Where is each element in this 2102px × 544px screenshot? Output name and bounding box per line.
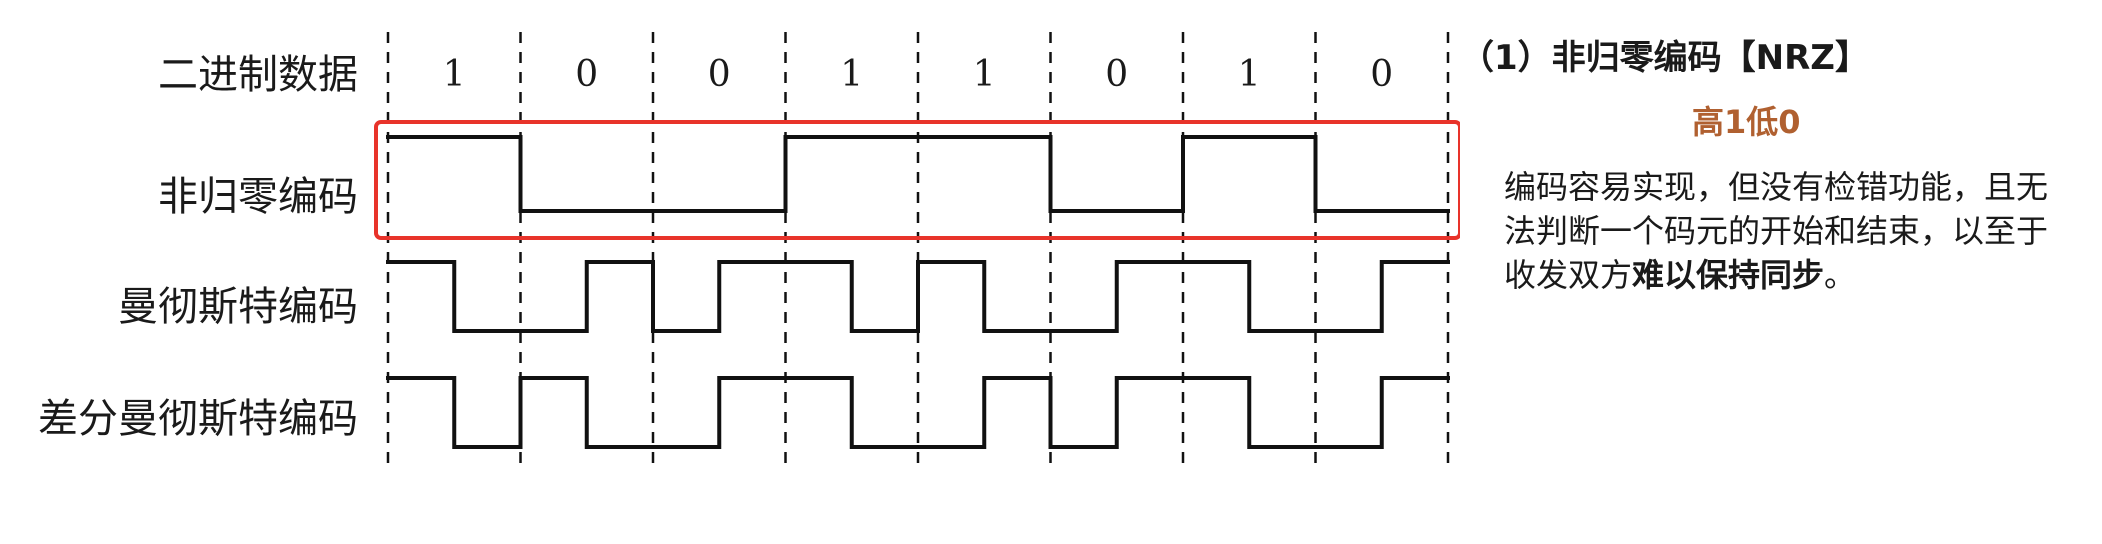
bit-value: 0 (575, 54, 598, 95)
bit-value: 0 (1105, 54, 1128, 95)
nrz-rule: 高1低0 (1692, 103, 1801, 141)
bit-value: 1 (973, 54, 996, 95)
section-title: （1）非归零编码【NRZ】 (1460, 38, 1869, 78)
bit-value: 1 (840, 54, 863, 95)
row-label-binary: 二进制数据 (158, 52, 358, 98)
bit-boundary-lines (386, 32, 1450, 470)
bit-values: 1 0 0 1 1 0 1 0 (443, 54, 1393, 95)
bit-value: 1 (443, 54, 466, 95)
bit-value: 0 (1370, 54, 1393, 95)
description-emphasis: 难以保持同步 (1632, 256, 1825, 294)
description-text: 编码容易实现，但没有检错功能，且无法判断一个码元的开始和结束，以至于收发双方 (1504, 168, 2049, 294)
nrz-waveform (386, 135, 1450, 213)
bit-value: 0 (708, 54, 731, 95)
encoding-diagram: 二进制数据 非归零编码 曼彻斯特编码 差分曼彻斯特编码 1 0 0 1 1 0 1 0 (38, 32, 1460, 470)
waveforms (386, 135, 1450, 449)
nrz-highlight-box (374, 120, 1460, 240)
diff-manchester-waveform (386, 376, 1450, 449)
row-label-diff-manchester: 差分曼彻斯特编码 (38, 396, 358, 442)
row-label-nrz: 非归零编码 (158, 174, 358, 220)
explanation-panel: （1）非归零编码【NRZ】 高1低0 编码容易实现，但没有检错功能，且无法判断一… (1460, 30, 2090, 297)
row-label-manchester: 曼彻斯特编码 (118, 284, 358, 330)
manchester-waveform (386, 260, 1450, 333)
nrz-description: 编码容易实现，但没有检错功能，且无法判断一个码元的开始和结束，以至于收发双方难以… (1504, 165, 2064, 297)
description-end: 。 (1824, 256, 1857, 294)
bit-value: 1 (1238, 54, 1261, 95)
